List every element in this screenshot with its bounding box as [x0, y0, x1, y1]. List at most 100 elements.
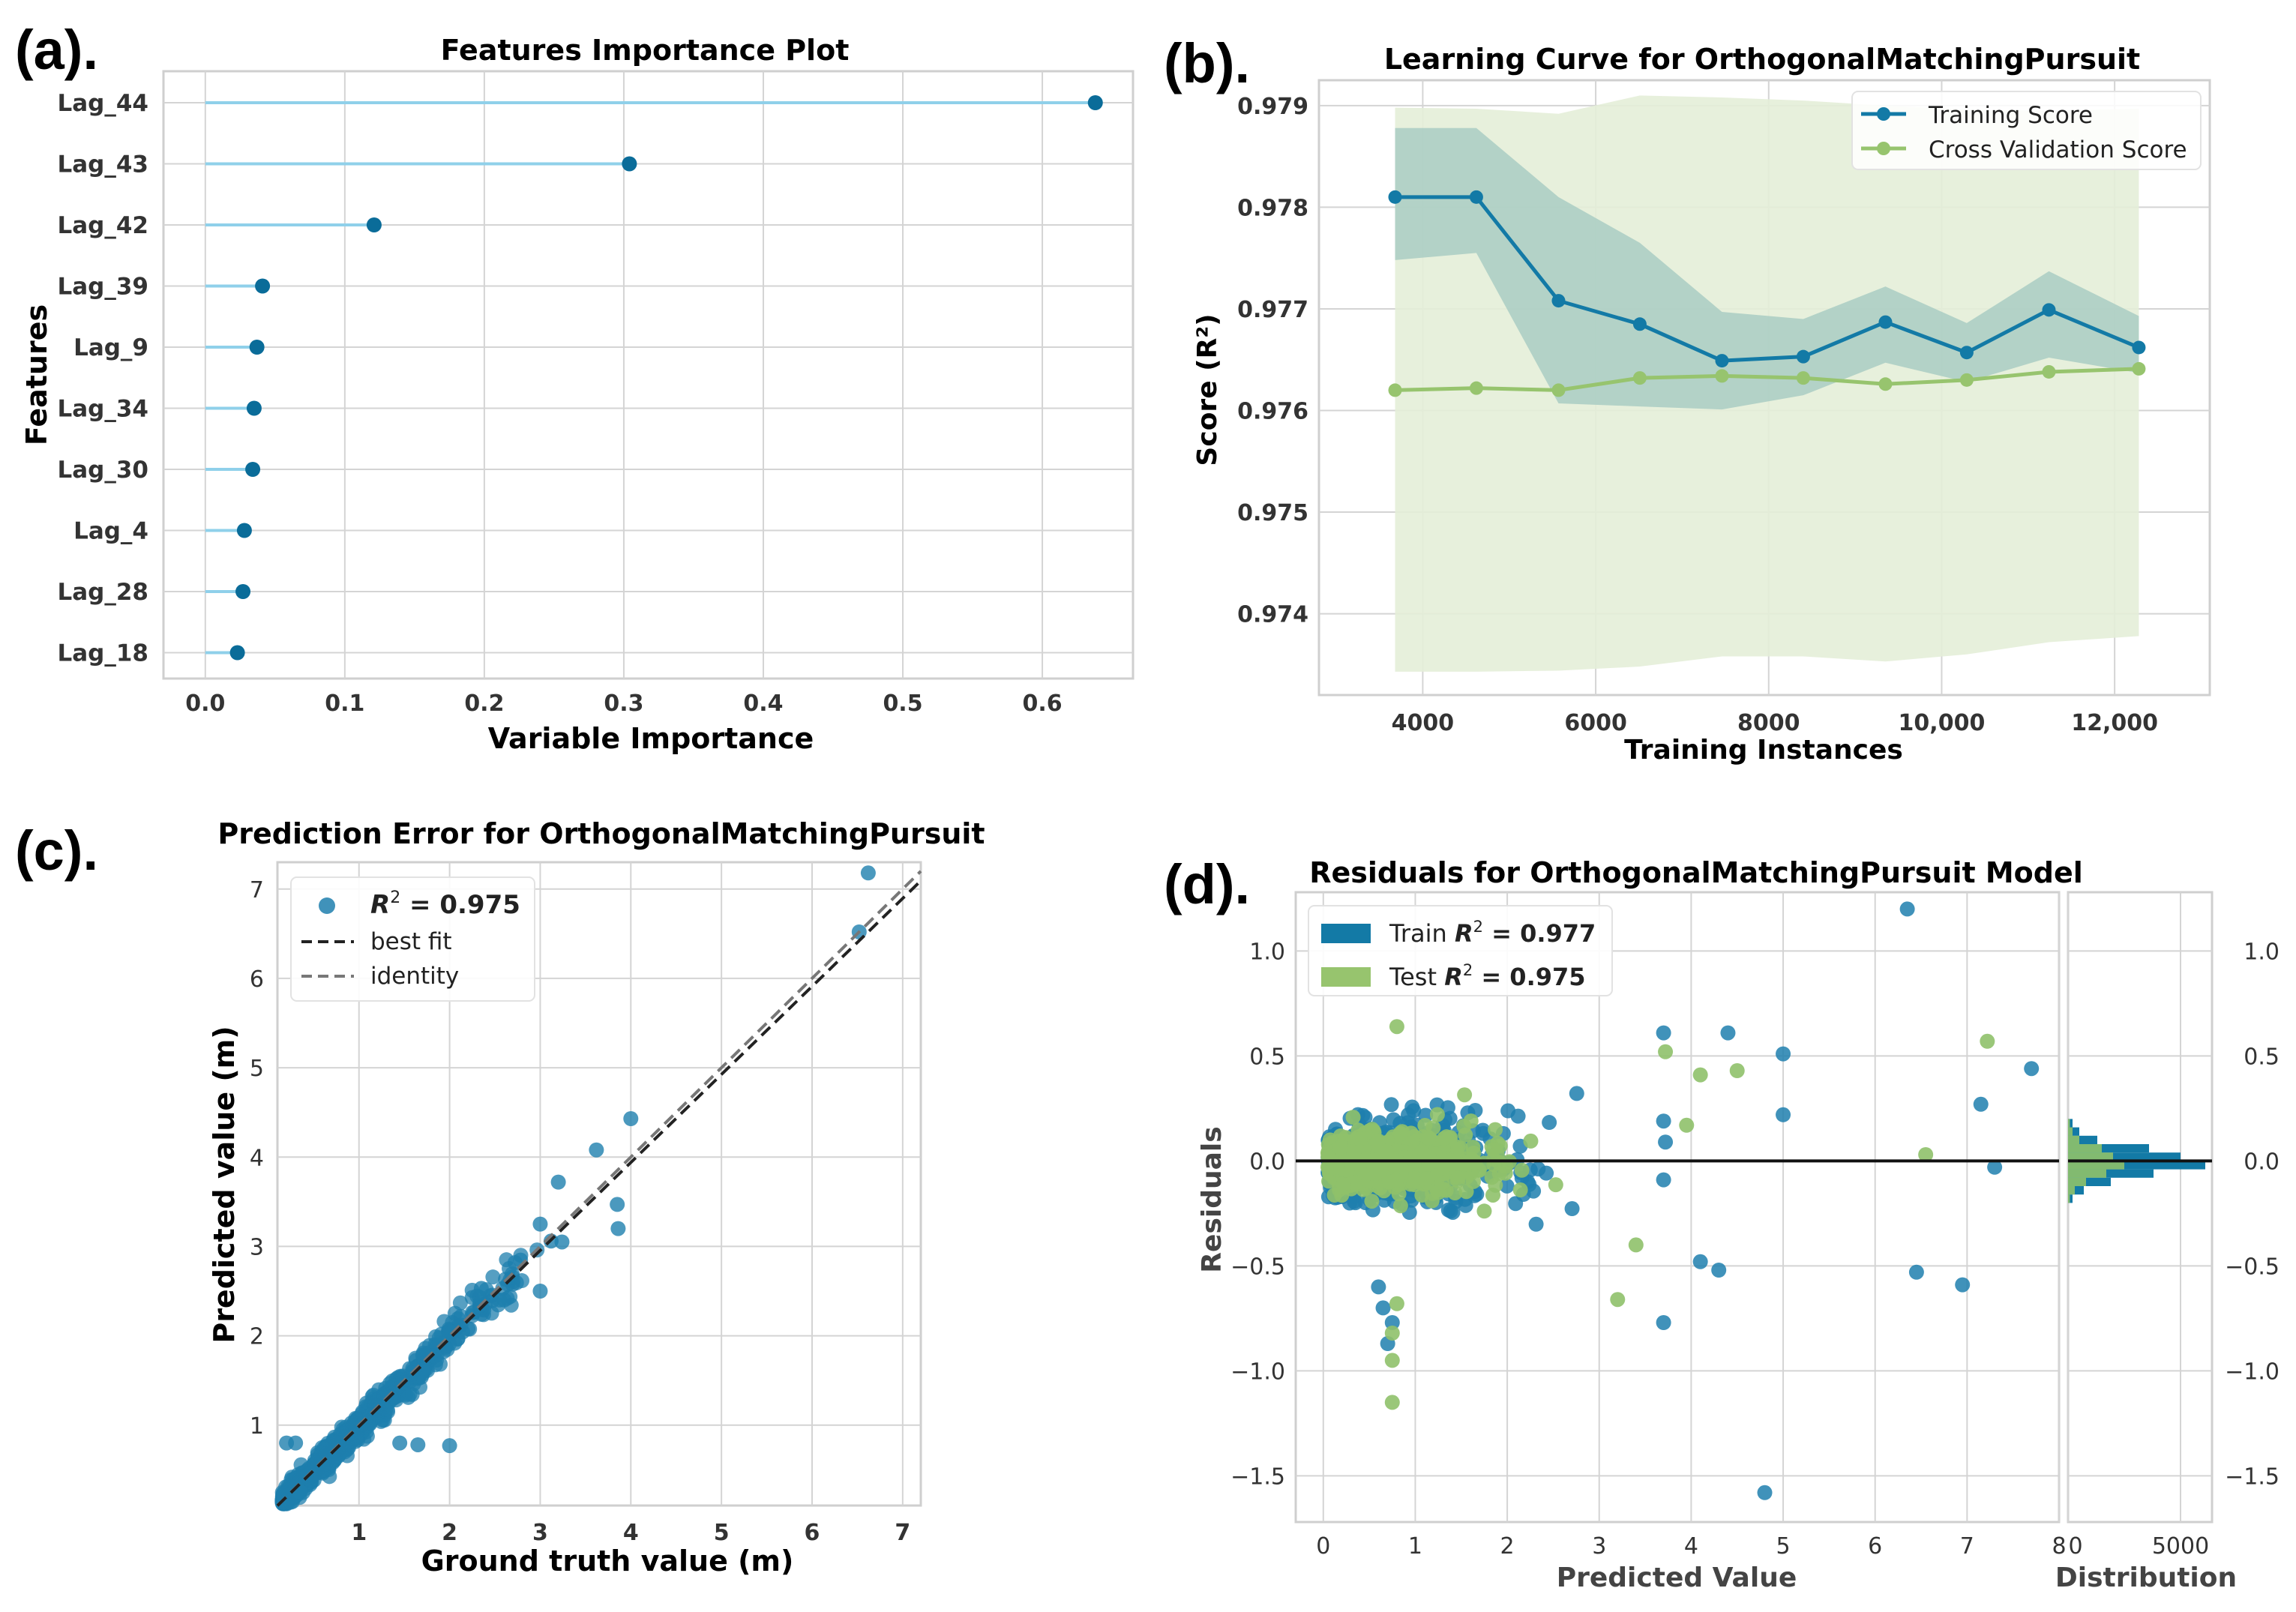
- panel-d-hist-test-bar: [2068, 1144, 2102, 1153]
- panel-d-train-point: [1508, 1196, 1524, 1212]
- panel-d-test-point: [1392, 1198, 1408, 1214]
- panel-b-bands: [1395, 95, 2139, 672]
- panel-d-x-tick-label: 8: [2052, 1533, 2066, 1560]
- legend-training-label: Training Score: [1928, 102, 2093, 129]
- panel-b-cv-point: [1388, 383, 1402, 397]
- panel-a: (a). Features Importance Plot Lag_44Lag_…: [15, 19, 1135, 755]
- panel-b-training-point: [2042, 303, 2056, 317]
- panel-c-y-tick-label: 4: [250, 1145, 264, 1171]
- panel-b-x-tick-label: 6000: [1564, 710, 1627, 736]
- panel-d-test-outlier: [1384, 1353, 1400, 1368]
- panel-b-y-tick-label: 0.977: [1237, 297, 1308, 323]
- panel-a-dot: [246, 400, 262, 416]
- panel-c-outlier: [860, 865, 876, 881]
- panel-d-histogram: [2068, 1119, 2212, 1203]
- panel-b-training-point: [1878, 315, 1893, 329]
- panel-d-test-point: [1497, 1165, 1513, 1181]
- panel-a-dot: [366, 217, 382, 232]
- panel-d-train-outlier: [1711, 1263, 1727, 1278]
- panel-c-outlier: [410, 1437, 426, 1452]
- panel-d-x-tick-label: 5: [1776, 1533, 1791, 1560]
- panel-d-hist-train-bar: [2068, 1161, 2205, 1170]
- panel-c-y-tick-label: 2: [250, 1324, 264, 1350]
- panel-c-xlabel: Ground truth value (m): [421, 1545, 794, 1578]
- panel-d-test-outlier: [1918, 1147, 1934, 1162]
- panel-d-train-outlier: [1656, 1315, 1671, 1330]
- panel-d-train-point: [1383, 1097, 1399, 1113]
- panel-b-cv-point: [1878, 377, 1893, 391]
- panel-b-training-point: [1715, 354, 1729, 368]
- panel-b-cv-point: [1959, 373, 1974, 387]
- legend-r2-value: = 0.975: [400, 890, 520, 920]
- panel-d-test-outlier: [1658, 1044, 1674, 1059]
- panel-a-x-tick-label: 0.6: [1022, 691, 1062, 717]
- panel-d-hist-train-bar: [2068, 1177, 2111, 1186]
- panel-d-x-tick-label: 1: [1408, 1533, 1422, 1560]
- panel-b-y-tick-labels: 0.974 0.975 0.976 0.977 0.978 0.979: [1237, 94, 1308, 628]
- panel-d-x-tick-label: 3: [1592, 1533, 1606, 1560]
- panel-d-x-tick-label: 4: [1684, 1533, 1698, 1560]
- panel-a-x-tick-label: 0.1: [325, 691, 364, 717]
- panel-d-right-tick-labels: 1.0 0.5 0.0 −0.5 −1.0 −1.5: [2225, 939, 2280, 1490]
- panel-d-hist-test-bar: [2068, 1186, 2075, 1195]
- panel-d-hist-tick-label: 0: [2068, 1533, 2082, 1560]
- panel-b-legend-box: [1851, 91, 2202, 170]
- panel-b-y-tick-label: 0.979: [1237, 94, 1308, 120]
- legend-test-swatch: [1321, 967, 1371, 987]
- panel-d-test-point: [1548, 1177, 1563, 1193]
- panel-d-y-tick-label: −1.5: [1230, 1464, 1285, 1490]
- panel-d-test-point: [1450, 1139, 1466, 1155]
- panel-d-hist-train-bar: [2068, 1169, 2154, 1178]
- panel-b-training-point: [1959, 346, 1974, 360]
- panel-d-train-outlier: [1371, 1279, 1386, 1295]
- panel-c-legend-box: [290, 876, 535, 1002]
- panel-c-point: [378, 1401, 394, 1417]
- panel-d-test-point: [1457, 1087, 1473, 1103]
- panel-d-train-point: [1569, 1086, 1584, 1101]
- panel-a-category-label: Lag_4: [73, 518, 148, 545]
- panel-d-train-outlier: [1908, 1264, 1924, 1280]
- panel-b-legend: Training Score Cross Validation Score: [1851, 91, 2202, 170]
- panel-d-x-tick-label: 7: [1960, 1533, 1974, 1560]
- panel-d-test-point: [1335, 1176, 1351, 1191]
- legend-train: Train R2 = 0.977: [1389, 918, 1596, 948]
- panel-d-test-point: [1523, 1133, 1539, 1149]
- panel-c-outlier: [610, 1221, 626, 1236]
- panel-d-x-tick-labels: 0 1 2 3 4 5 6 7 8: [1316, 1533, 2066, 1560]
- panel-c-x-tick-label: 7: [895, 1520, 910, 1546]
- panel-b-training-point: [1388, 190, 1402, 204]
- panel-b-training-line: [1395, 195, 2140, 363]
- panel-d-test-outlier: [1679, 1117, 1695, 1133]
- panel-d-test-point: [1488, 1122, 1503, 1137]
- panel-c-fit-lines: [276, 870, 922, 1507]
- panel-d-hist-area: [2067, 891, 2214, 1524]
- legend-test-prefix: Test: [1389, 963, 1444, 991]
- panel-d-right-tick-label: 0.0: [2244, 1149, 2280, 1175]
- panel-c-point: [433, 1356, 448, 1372]
- panel-d-test-point: [1419, 1170, 1434, 1186]
- panel-c-point: [324, 1449, 340, 1465]
- panel-c-outlier: [442, 1438, 457, 1454]
- panel-a-category-label: Lag_30: [57, 457, 148, 484]
- panel-c-title: Prediction Error for OrthogonalMatchingP…: [217, 817, 985, 850]
- panel-d-point-cloud: [1320, 1086, 1584, 1232]
- panel-c-y-tick-label: 7: [250, 877, 264, 903]
- panel-d-hist-train-bar: [2068, 1152, 2181, 1161]
- panel-a-dot: [235, 584, 251, 599]
- legend-test-r2-symbol: R: [1444, 963, 1463, 991]
- panel-b-x-tick-labels: 4000 6000 8000 10,000 12,000: [1392, 710, 2158, 736]
- legend-test: Test R2 = 0.975: [1389, 961, 1586, 991]
- panel-a-category-label: Lag_42: [57, 212, 148, 239]
- panel-d-hist-test-bar: [2068, 1161, 2124, 1170]
- panel-d-test-point: [1429, 1107, 1445, 1122]
- panel-d-right-tick-label: 0.5: [2244, 1044, 2280, 1070]
- panel-d-y-tick-label: 1.0: [1249, 939, 1285, 965]
- panel-c-point: [452, 1295, 468, 1311]
- panel-d-hist-test-bar: [2068, 1169, 2106, 1178]
- panel-d-train-point: [1499, 1178, 1515, 1194]
- panel-a-dot: [229, 645, 245, 661]
- panel-b-x-tick-label: 8000: [1737, 710, 1800, 736]
- panel-d-right-tick-label: −1.0: [2225, 1359, 2280, 1385]
- panel-d-test-point: [1407, 1170, 1423, 1186]
- panel-d-xlabel: Predicted Value: [1557, 1563, 1797, 1593]
